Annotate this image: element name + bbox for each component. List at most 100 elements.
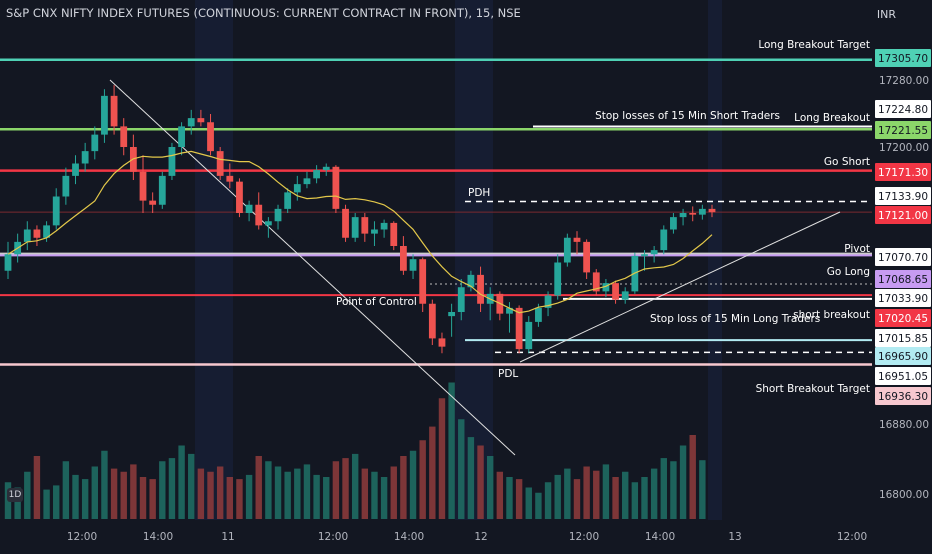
candle-body[interactable] <box>23 229 31 242</box>
volume-bar <box>159 461 166 519</box>
price-label: 17020.45 <box>878 313 928 325</box>
candle-body[interactable] <box>284 192 292 209</box>
candle-body[interactable] <box>506 307 513 314</box>
volume-bar <box>593 470 600 519</box>
candle-body[interactable] <box>139 171 147 201</box>
candle-body[interactable] <box>554 262 562 296</box>
interval-badge[interactable]: 1D <box>7 488 23 502</box>
candle-body[interactable] <box>168 147 176 176</box>
annotation-label: PDH <box>468 187 490 199</box>
candle-body[interactable] <box>207 122 214 152</box>
candle-body[interactable] <box>689 213 697 215</box>
candle-body[interactable] <box>670 217 677 230</box>
candle-body[interactable] <box>303 178 311 185</box>
volume-bar <box>303 464 311 519</box>
volume-bar <box>602 464 610 519</box>
candle-body[interactable] <box>563 237 571 263</box>
price-label: 17015.85 <box>878 333 928 345</box>
candle-body[interactable] <box>236 181 243 213</box>
candle-body[interactable] <box>380 222 388 230</box>
candle-body[interactable] <box>399 246 407 271</box>
time-label: 12:00 <box>318 531 348 543</box>
volume-bar <box>265 461 272 519</box>
volume-bar <box>486 456 494 519</box>
candle-body[interactable] <box>322 166 330 171</box>
candle-body[interactable] <box>602 283 610 292</box>
candle-body[interactable] <box>544 295 552 308</box>
candle-body[interactable] <box>448 312 456 317</box>
candle-body[interactable] <box>342 208 349 238</box>
candle-body[interactable] <box>101 95 108 135</box>
candle-body[interactable] <box>535 307 542 322</box>
candle-body[interactable] <box>313 170 321 179</box>
candle-body[interactable] <box>612 283 619 300</box>
candle-body[interactable] <box>52 196 60 226</box>
session-break-band <box>708 0 722 520</box>
candle-body[interactable] <box>226 175 234 182</box>
candle-body[interactable] <box>264 221 272 226</box>
candle-body[interactable] <box>274 208 282 222</box>
candle-body[interactable] <box>91 134 99 152</box>
price-label: 17224.80 <box>878 104 928 116</box>
candle-body[interactable] <box>583 241 591 273</box>
candle-body[interactable] <box>178 126 185 147</box>
candle-body[interactable] <box>120 126 128 147</box>
volume-bar <box>448 382 455 519</box>
volume-bar <box>438 398 446 519</box>
candle-body[interactable] <box>698 208 706 215</box>
down-trendline[interactable] <box>109 79 516 456</box>
candle-body[interactable] <box>515 307 523 350</box>
candle-body[interactable] <box>187 118 195 127</box>
candle-body[interactable] <box>255 204 263 226</box>
candle-body[interactable] <box>33 229 41 238</box>
candle-body[interactable] <box>197 118 205 123</box>
volume-bar <box>245 474 253 519</box>
candle-body[interactable] <box>438 338 446 347</box>
candle-body[interactable] <box>660 229 668 251</box>
candle-body[interactable] <box>650 250 658 255</box>
up-trendline[interactable] <box>519 211 841 363</box>
candle-body[interactable] <box>390 222 398 246</box>
candle-body[interactable] <box>216 151 224 176</box>
candle-body[interactable] <box>351 217 359 238</box>
volume-bar <box>419 440 426 519</box>
candle-body[interactable] <box>245 204 253 213</box>
candle-body[interactable] <box>72 163 79 176</box>
volume-bar <box>409 450 417 519</box>
volume-bar <box>342 458 349 519</box>
annotation-label: PDL <box>498 368 518 380</box>
annotation-label: Go Long <box>827 266 870 278</box>
annotation-label: Long Breakout <box>794 112 870 124</box>
candle-body[interactable] <box>62 175 70 197</box>
candle-body[interactable] <box>573 237 581 242</box>
candle-body[interactable] <box>525 321 533 350</box>
symbol-title[interactable]: S&P CNX NIFTY INDEX FUTURES (CONTINUOUS:… <box>6 6 521 20</box>
candle-body[interactable] <box>708 208 716 213</box>
candle-body[interactable] <box>641 254 648 256</box>
candle-body[interactable] <box>419 259 427 304</box>
time-label: 12:00 <box>837 531 867 543</box>
candle-body[interactable] <box>467 274 475 288</box>
candle-body[interactable] <box>110 95 118 127</box>
volume-bar <box>53 485 60 519</box>
candle-body[interactable] <box>149 200 157 205</box>
candle-body[interactable] <box>361 217 369 234</box>
candle-body[interactable] <box>457 287 465 312</box>
candle-body[interactable] <box>158 175 166 205</box>
candle-body[interactable] <box>81 151 89 164</box>
candle-body[interactable] <box>679 213 687 218</box>
candle-body[interactable] <box>4 254 12 271</box>
volume-bar <box>525 487 532 519</box>
annotation-label: Pivot <box>844 243 870 255</box>
candle-body[interactable] <box>592 272 600 292</box>
candle-body[interactable] <box>371 229 378 234</box>
candle-body[interactable] <box>477 274 484 304</box>
candle-body[interactable] <box>428 303 436 339</box>
candle-body[interactable] <box>293 184 301 193</box>
candle-body[interactable] <box>621 291 629 300</box>
candle-body[interactable] <box>332 166 340 209</box>
candle-body[interactable] <box>43 225 50 238</box>
candle-body[interactable] <box>409 259 417 271</box>
